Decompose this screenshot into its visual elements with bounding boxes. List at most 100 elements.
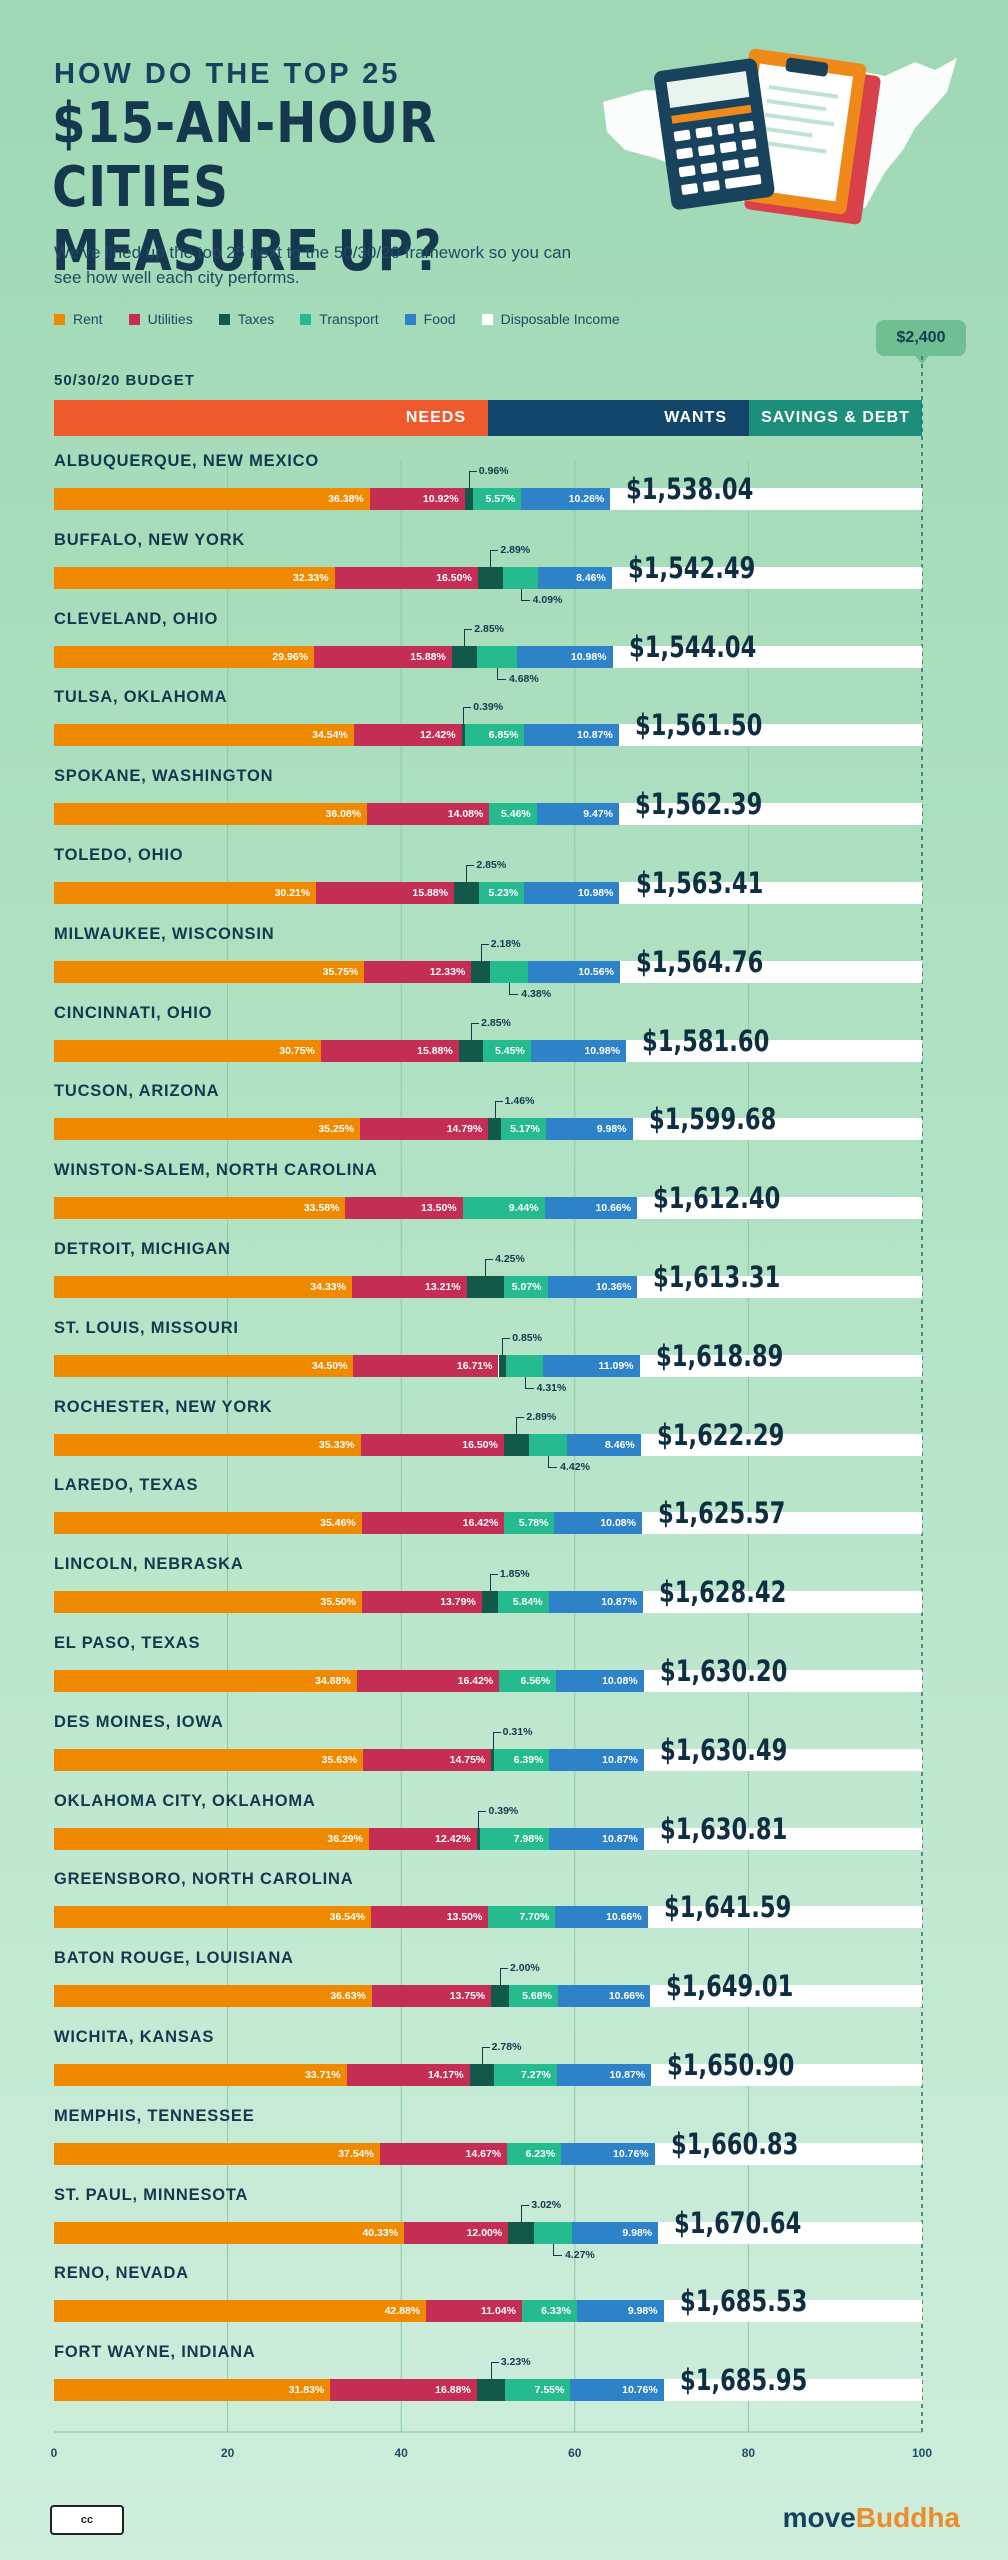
bar-segment-trans: 6.23% — [507, 2143, 562, 2165]
city-label: ALBUQUERQUE, NEW MEXICO — [54, 452, 319, 470]
legend-label-disposable: Disposable Income — [500, 311, 620, 327]
city-label: SPOKANE, WASHINGTON — [54, 767, 274, 785]
city-label: WINSTON-SALEM, NORTH CAROLINA — [54, 1161, 378, 1179]
tax-callout: 0.39% — [473, 701, 504, 713]
bar-segment-trans — [502, 567, 539, 589]
bar-segment-util: 16.88% — [330, 2379, 477, 2401]
bar-segment-trans: 5.57% — [472, 488, 522, 510]
bar-segment-util: 14.67% — [379, 2143, 508, 2165]
total-value: $1,660.83 — [670, 2127, 798, 2161]
bar-segment-tax — [466, 1276, 504, 1298]
calculator-icon — [654, 58, 775, 210]
tax-callout-leader — [516, 1417, 525, 1434]
budget-needs-bar: NEEDS — [54, 400, 488, 436]
bar-segment-food: 9.47% — [536, 803, 619, 825]
total-value: $1,630.20 — [659, 1654, 788, 1688]
bar-segment-tax — [477, 567, 503, 589]
transport-callout-leader — [524, 1377, 534, 1389]
bar-segment-rent: 36.63% — [54, 1985, 372, 2007]
bar-segment-rent: 36.08% — [54, 803, 368, 825]
bar-segment-food: 10.56% — [528, 961, 620, 983]
total-value: $1,641.59 — [663, 1890, 792, 1924]
x-tick-label: 60 — [568, 2446, 582, 2460]
bar-segment-food: 10.36% — [547, 1276, 638, 1298]
total-value: $1,613.31 — [653, 1260, 781, 1294]
city-label: EL PASO, TEXAS — [54, 1634, 201, 1652]
legend-item-rent: Rent — [54, 311, 103, 327]
bar-segment-food: 8.46% — [567, 1434, 641, 1456]
tax-callout-leader — [502, 1338, 511, 1355]
brand-logo-part2: Buddha — [855, 2502, 960, 2533]
budget-savings-bar: SAVINGS & DEBT — [749, 400, 922, 436]
budget-wants-bar: WANTS — [488, 400, 749, 436]
bar-segment-food: 10.87% — [548, 1591, 643, 1613]
city-label: LAREDO, TEXAS — [54, 1476, 199, 1494]
bar-segment-rent: 33.71% — [54, 2064, 347, 2086]
bar-segment-util: 14.75% — [363, 1749, 492, 1771]
transport-callout: 4.68% — [508, 673, 539, 685]
transport-callout-leader — [520, 589, 530, 601]
tax-callout-leader — [463, 707, 472, 724]
bar-segment-util: 16.71% — [353, 1355, 499, 1377]
bar-segment-rent: 30.21% — [54, 882, 317, 904]
x-tick-label: 80 — [741, 2446, 756, 2460]
bar-segment-rent: 36.54% — [54, 1906, 372, 1928]
bar-segment-food: 8.46% — [538, 567, 612, 589]
x-tick-label: 40 — [394, 2446, 408, 2460]
bar-segment-trans: 5.17% — [501, 1118, 546, 1140]
bar-segment-food: 10.87% — [524, 724, 619, 746]
transport-callout: 4.38% — [521, 988, 552, 1000]
city-label: DETROIT, MICHIGAN — [54, 1240, 231, 1258]
tax-callout-leader — [485, 1259, 494, 1276]
bar-segment-food: 10.87% — [549, 1828, 644, 1850]
tax-callout: 0.96% — [478, 465, 509, 477]
city-label: RENO, NEVADA — [54, 2264, 189, 2282]
bar-segment-tax — [458, 1040, 484, 1062]
bar-segment-food: 9.98% — [576, 2300, 664, 2322]
bar-segment-food: 10.66% — [555, 1906, 648, 1928]
transport-callout-leader — [552, 2244, 562, 2256]
total-value: $1,538.04 — [626, 472, 754, 506]
budget-label: 50/30/20 BUDGET — [54, 372, 195, 389]
total-value: $1,563.41 — [635, 866, 763, 900]
transport-callout-leader — [548, 1456, 558, 1468]
legend-item-food: Food — [404, 311, 456, 327]
bar-segment-tax — [451, 646, 477, 668]
page-subtitle: We've lined up the top 25 next to the 50… — [54, 243, 572, 287]
city-label: GREENSBORO, NORTH CAROLINA — [54, 1870, 354, 1888]
city-label: TOLEDO, OHIO — [54, 846, 184, 864]
brand-logo: moveBuddha — [783, 2502, 960, 2534]
tax-callout: 2.85% — [481, 1017, 511, 1029]
transport-callout-leader — [509, 983, 519, 995]
city-label: BUFFALO, NEW YORK — [54, 531, 246, 549]
bar-segment-tax — [476, 2379, 505, 2401]
bar-segment-trans: 5.78% — [504, 1512, 555, 1534]
city-label: LINCOLN, NEBRASKA — [54, 1555, 244, 1573]
legend-item-disposable: Disposable Income — [481, 311, 620, 327]
bar-segment-food: 10.08% — [554, 1512, 642, 1534]
bar-segment-util: 16.50% — [360, 1434, 504, 1456]
city-label: MEMPHIS, TENNESSEE — [54, 2107, 255, 2125]
legend-label-transport: Transport — [319, 311, 379, 327]
bar-segment-rent: 35.75% — [54, 961, 365, 983]
legend-label-utilities: Utilities — [147, 311, 193, 327]
transport-callout-leader — [496, 668, 506, 680]
bar-segment-util: 15.88% — [316, 882, 455, 904]
bar-segment-tax — [476, 1828, 483, 1850]
total-value: $1,630.81 — [659, 1812, 788, 1846]
bar-segment-util: 13.50% — [345, 1197, 463, 1219]
bar-segment-util: 14.08% — [367, 803, 490, 825]
total-value: $1,542.49 — [627, 551, 756, 585]
bar-segment-food: 10.87% — [549, 1749, 644, 1771]
tax-callout: 2.85% — [474, 623, 505, 635]
bar-segment-tax — [454, 882, 479, 904]
total-value: $1,561.50 — [634, 708, 763, 742]
bar-segment-util: 13.21% — [351, 1276, 467, 1298]
bar-segment-trans: 7.70% — [488, 1906, 556, 1928]
bar-segment-tax — [488, 1118, 502, 1140]
legend-item-utilities: Utilities — [128, 311, 193, 327]
total-value: $1,685.95 — [679, 2363, 808, 2397]
legend-swatch-disposable — [481, 313, 493, 325]
city-label: CLEVELAND, OHIO — [54, 610, 219, 628]
tax-callout-leader — [480, 944, 489, 961]
